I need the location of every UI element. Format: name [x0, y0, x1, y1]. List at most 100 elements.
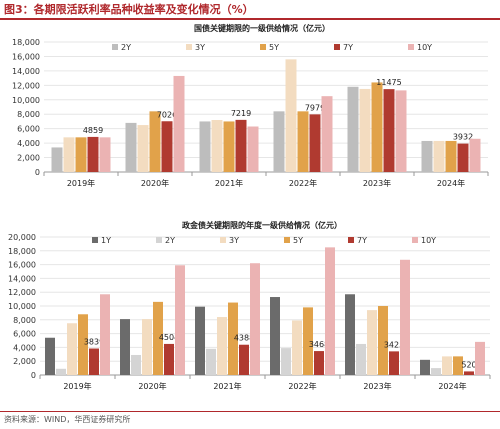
y-tick-label: 2,000	[13, 357, 36, 366]
bar-3y-1	[63, 137, 75, 172]
chart-title: 政金债关键期限的年度一级供给情况（亿元）	[182, 220, 342, 230]
y-tick-label: 6,000	[17, 125, 40, 134]
bar-10y-3	[250, 263, 260, 375]
bar-3y-2	[142, 319, 152, 375]
bar-5y-1	[78, 314, 88, 375]
bar-5y-6	[445, 140, 457, 172]
bar-5y-5	[378, 306, 388, 375]
bar-2y-4	[273, 111, 285, 172]
y-tick-label: 14,000	[12, 67, 40, 76]
legend-swatch-3y	[220, 237, 226, 243]
bar-2y-2	[131, 354, 141, 375]
y-tick-label: 16,000	[12, 52, 40, 61]
y-tick-label: 12,000	[8, 288, 36, 297]
data-label: 3839	[84, 338, 104, 347]
bar-3y-5	[359, 88, 371, 172]
bar-5y-1	[75, 137, 87, 172]
legend-label: 5Y	[293, 236, 303, 245]
bar-5y-4	[297, 111, 309, 172]
bar-3y-4	[285, 59, 297, 173]
data-label: 3425	[384, 340, 404, 349]
y-tick-label: 14,000	[8, 274, 36, 283]
data-label: 3932	[453, 133, 473, 142]
bar-7y-5	[383, 89, 395, 172]
legend-swatch-5y	[284, 237, 290, 243]
y-tick-label: 12,000	[12, 81, 40, 90]
legend-label: 10Y	[417, 43, 432, 52]
bar-3y-4	[292, 320, 302, 375]
y-tick-label: 4,000	[13, 343, 36, 352]
x-category-label: 2019年	[67, 178, 95, 188]
data-label: 7979	[305, 103, 325, 112]
bar-3y-3	[217, 317, 227, 375]
bar-10y-1	[99, 137, 111, 172]
y-tick-label: 10,000	[12, 96, 40, 105]
x-category-label: 2024年	[437, 178, 465, 188]
bar-2y-5	[347, 86, 359, 172]
legend-swatch-7y	[334, 44, 340, 50]
bar-10y-1	[100, 294, 110, 375]
bar-3y-1	[67, 323, 77, 375]
bar-2y-6	[431, 368, 441, 375]
bar-2y-6	[421, 140, 433, 172]
legend-swatch-10y	[408, 44, 414, 50]
source-note: 资料来源：WIND，华西证券研究所	[4, 415, 131, 424]
figure-title: 图3：各期限活跃利率品种收益率及变化情况（%）	[4, 3, 254, 16]
bar-10y-2	[175, 265, 185, 375]
y-tick-label: 20,000	[8, 233, 36, 242]
data-label: 3468	[309, 340, 329, 349]
bar-7y-1	[89, 348, 99, 375]
x-category-label: 2022年	[288, 381, 316, 391]
legend-label: 10Y	[421, 236, 436, 245]
footer-rule	[0, 411, 500, 412]
bar-2y-4	[281, 348, 291, 375]
legend-swatch-2y	[156, 237, 162, 243]
bar-10y-6	[475, 341, 485, 375]
y-tick-label: 2,000	[17, 154, 40, 163]
bar-3y-6	[442, 356, 452, 375]
bar-1y-5	[345, 294, 355, 375]
bar-7y-2	[164, 343, 174, 375]
bar-5y-4	[303, 307, 313, 375]
x-category-label: 2021年	[215, 178, 243, 188]
bar-1y-1	[45, 337, 55, 375]
legend-label: 2Y	[165, 236, 175, 245]
treasury-supply-chart: 国债关键期限的一级供给情况（亿元） 0 2,000 4,000 6,000 8,000 10…	[12, 23, 489, 188]
legend-swatch-2y	[112, 44, 118, 50]
legend-swatch-3y	[186, 44, 192, 50]
legend-label: 2Y	[121, 43, 131, 52]
x-category-label: 2021年	[213, 381, 241, 391]
legend-swatch-5y	[260, 44, 266, 50]
data-label: 11475	[376, 78, 401, 87]
x-category-label: 2022年	[289, 178, 317, 188]
bar-1y-3	[195, 306, 205, 375]
x-category-label: 2020年	[141, 178, 169, 188]
bar-7y-6	[457, 143, 469, 172]
bar-5y-2	[153, 301, 163, 375]
bar-7y-5	[389, 351, 399, 375]
bar-10y-3	[247, 126, 259, 172]
bar-7y-3	[239, 344, 249, 375]
bar-10y-4	[321, 96, 333, 172]
bar-3y-2	[137, 125, 149, 172]
legend-swatch-10y	[412, 237, 418, 243]
policy-bank-supply-chart: 政金债关键期限的年度一级供给情况（亿元） 0 2,000 4,000 6,000 8,00…	[8, 220, 491, 391]
legend-swatch-7y	[348, 237, 354, 243]
bar-10y-5	[395, 90, 407, 172]
legend-label: 5Y	[269, 43, 279, 52]
y-tick-label: 16,000	[8, 261, 36, 270]
bar-2y-1	[51, 147, 63, 172]
bar-10y-5	[400, 259, 410, 375]
y-tick-label: 0	[31, 371, 36, 380]
bar-7y-6	[464, 371, 474, 375]
legend-label: 3Y	[229, 236, 239, 245]
bar-1y-2	[120, 319, 130, 375]
bar-2y-3	[199, 121, 211, 172]
bar-2y-3	[206, 348, 216, 375]
bar-10y-4	[325, 247, 335, 375]
bar-2y-5	[356, 343, 366, 375]
bar-7y-3	[235, 119, 247, 172]
y-tick-label: 8,000	[13, 316, 36, 325]
legend-label: 1Y	[101, 236, 111, 245]
bar-2y-2	[125, 122, 137, 172]
